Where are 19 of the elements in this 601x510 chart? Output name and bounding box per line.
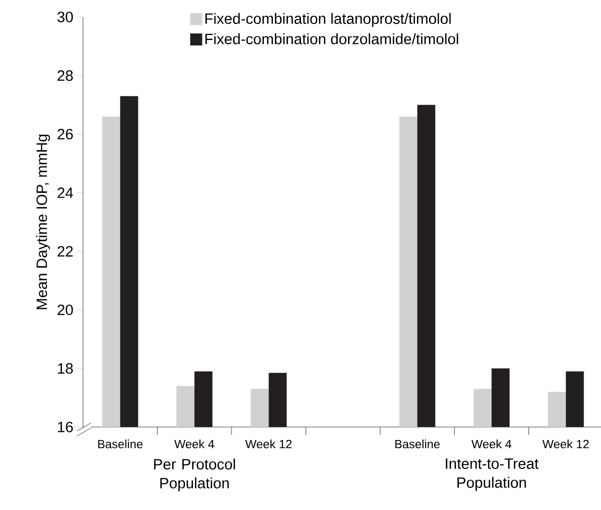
x-tick-label: Baseline [98, 440, 143, 448]
x-tick-label: Week 4 [174, 440, 214, 448]
y-tick-label: 30 [57, 12, 73, 22]
legend-label: Fixed-combination dorzolamide/timolol [205, 33, 458, 44]
y-tick-label: 26 [58, 128, 73, 140]
x-tick-label: Baseline [395, 440, 440, 448]
y-axis-title: Mean Daytime IOP, mmHg [36, 134, 50, 310]
text: Per Protocol Population [154, 458, 235, 492]
x-tick-label: Week 4 [471, 440, 512, 448]
y-tick-label: 20 [58, 304, 73, 316]
y-tick-label: 16 [58, 422, 73, 432]
legend-label: Fixed-combination latanoprost/timolol [205, 12, 451, 27]
x-tick-label: Week 12 [542, 440, 589, 448]
y-tick-label: 28 [58, 70, 73, 81]
y-tick-label: 24 [58, 187, 74, 198]
y-tick-label: 18 [58, 363, 73, 374]
x-tick-label: Week 12 [245, 440, 292, 448]
text: Intent-to-Treat Population [446, 458, 539, 491]
y-tick-label: 22 [58, 246, 73, 256]
